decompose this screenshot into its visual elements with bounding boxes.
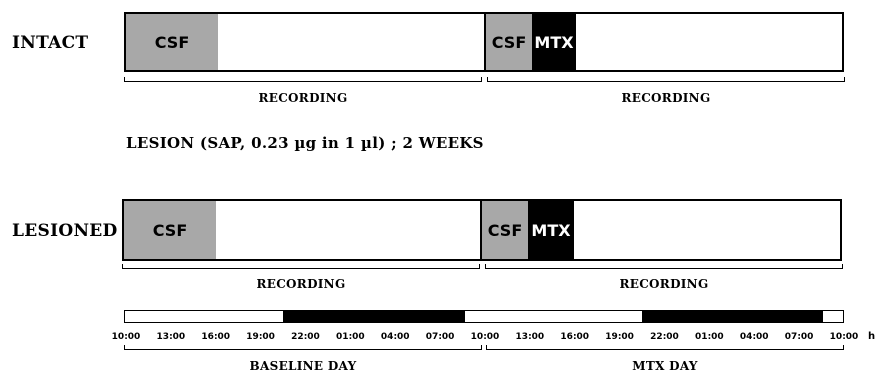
intact-recording-label-1: RECORDING [258,91,348,105]
lesioned-protocol-bar: CSF CSF MTX [122,199,842,261]
night-period-mtx [642,311,823,322]
lesioned-mtx-segment: MTX [528,201,574,259]
time-unit-label: h [868,331,876,342]
baseline-day-label: BASELINE DAY [249,359,357,373]
time-tick-label: 10:00 [111,332,141,342]
intact-divider [484,14,486,70]
time-tick-label: 10:00 [470,332,500,342]
intact-protocol-bar: CSF CSF MTX [124,12,844,72]
intact-label: INTACT [12,33,89,53]
lesioned-csf-segment-1: CSF [124,201,216,259]
intact-csf-segment-2: CSF [486,14,532,70]
intact-recording-bracket-1 [124,77,482,82]
time-tick-label: 16:00 [560,332,590,342]
time-tick-label: 10:00 [829,332,859,342]
mtx-day-label: MTX DAY [632,359,698,373]
time-tick-label: 01:00 [695,332,724,342]
time-tick-label: 22:00 [291,332,320,342]
lesioned-divider [480,201,482,259]
time-tick-label: 04:00 [380,332,410,342]
time-tick-label: 07:00 [425,332,455,342]
intact-recording-bracket-2 [487,77,845,82]
mtx-day-bracket [486,345,844,350]
lesioned-recording-label-2: RECORDING [619,277,709,291]
light-dark-timebar [124,310,844,323]
time-tick-label: 22:00 [650,332,679,342]
time-tick-label: 04:00 [739,332,769,342]
baseline-day-bracket [124,345,482,350]
lesion-note: LESION (SAP, 0.23 µg in 1 µl) ; 2 WEEKS [126,134,484,152]
time-tick-label: 16:00 [201,332,231,342]
intact-recording-label-2: RECORDING [621,91,711,105]
time-tick-label: 19:00 [246,332,275,342]
lesioned-recording-label-1: RECORDING [256,277,346,291]
intact-mtx-segment: MTX [532,14,576,70]
time-tick-label: 19:00 [605,332,634,342]
time-tick-label: 13:00 [515,332,545,342]
intact-csf-segment-1: CSF [126,14,218,70]
lesioned-label: LESIONED [12,221,118,241]
time-tick-label: 07:00 [784,332,814,342]
lesioned-csf-segment-2: CSF [482,201,528,259]
time-tick-label: 13:00 [156,332,186,342]
lesioned-recording-bracket-2 [485,264,843,269]
night-period-baseline [283,311,465,322]
lesioned-recording-bracket-1 [122,264,480,269]
time-tick-label: 01:00 [336,332,365,342]
